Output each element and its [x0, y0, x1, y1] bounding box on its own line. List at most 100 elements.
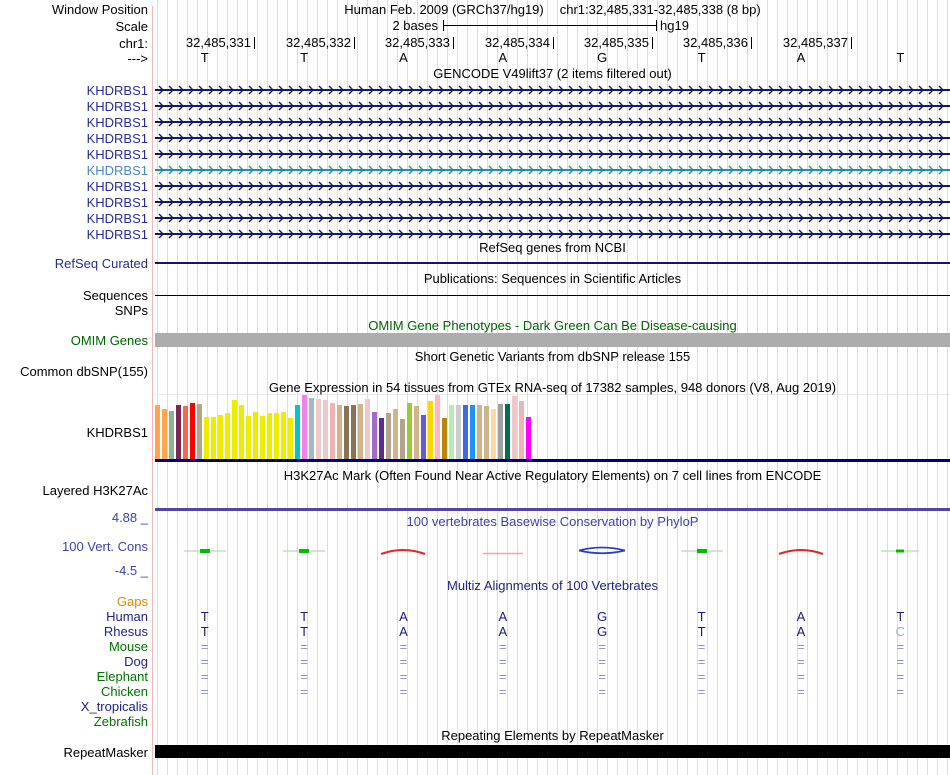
- multiz-species-label[interactable]: Mouse: [108, 639, 148, 654]
- phylop-track-label[interactable]: 100 Vert. Cons: [62, 539, 148, 554]
- gencode-transcript-row[interactable]: [155, 195, 950, 209]
- gridline: [467, 0, 468, 775]
- multiz-base-cell: C: [895, 624, 905, 639]
- coordinate-label: 32,485,335: [583, 35, 649, 50]
- gencode-gene-label[interactable]: KHDRBS1: [86, 227, 148, 242]
- gridline: [457, 0, 458, 775]
- gtex-tissue-bar: [421, 415, 426, 460]
- repeatmasker-element-bar[interactable]: [155, 745, 950, 758]
- gtex-tissue-bar: [442, 418, 447, 460]
- multiz-species-label[interactable]: Rhesus: [103, 624, 148, 639]
- gencode-gene-label[interactable]: KHDRBS1: [86, 99, 148, 114]
- gtex-tissue-bar: [526, 417, 531, 460]
- gencode-transcript-row[interactable]: [155, 131, 950, 145]
- multiz-gap-cell: =: [697, 669, 706, 684]
- gencode-transcript-row[interactable]: [155, 99, 950, 113]
- gridline: [527, 0, 528, 775]
- gencode-gene-label[interactable]: KHDRBS1: [86, 131, 148, 146]
- multiz-species-label[interactable]: Zebrafish: [93, 714, 148, 729]
- common-dbsnp-label[interactable]: Common dbSNP(155): [20, 364, 148, 379]
- gridline: [827, 0, 828, 775]
- multiz-gap-cell: =: [300, 669, 308, 684]
- refseq-curated-item[interactable]: [155, 262, 950, 264]
- multiz-species-label[interactable]: Elephant: [96, 669, 148, 684]
- gtex-tissue-bar: [183, 406, 188, 460]
- gridline: [807, 0, 808, 775]
- gencode-transcript-row[interactable]: [155, 227, 950, 241]
- gridline: [397, 0, 398, 775]
- multiz-gap-cell: =: [896, 669, 905, 684]
- gencode-transcript-row[interactable]: [155, 83, 950, 97]
- multiz-species-label[interactable]: X_tropicalis: [80, 699, 148, 714]
- multiz-gap-cell: =: [697, 639, 706, 654]
- repeatmasker-label[interactable]: RepeatMasker: [63, 745, 148, 760]
- scale-bar-line: [444, 25, 656, 26]
- gridline: [447, 0, 448, 775]
- repeatmasker-track-title: Repeating Elements by RepeatMasker: [441, 728, 664, 743]
- gridline: [937, 0, 938, 775]
- multiz-gap-cell: =: [499, 639, 507, 654]
- gtex-tissue-bar: [372, 412, 377, 460]
- gencode-gene-label[interactable]: KHDRBS1: [86, 195, 148, 210]
- sequences-label[interactable]: Sequences: [82, 288, 148, 303]
- multiz-gap-cell: =: [399, 654, 408, 669]
- gencode-gene-label[interactable]: KHDRBS1: [86, 163, 148, 178]
- multiz-base-cell: A: [796, 609, 806, 624]
- gridline: [347, 0, 348, 775]
- gridline: [687, 0, 688, 775]
- gridline: [717, 0, 718, 775]
- gencode-gene-label[interactable]: KHDRBS1: [86, 83, 148, 98]
- gridline: [797, 0, 798, 775]
- gridline: [747, 0, 748, 775]
- multiz-gap-cell: =: [399, 639, 408, 654]
- gtex-gene-label[interactable]: KHDRBS1: [86, 425, 148, 440]
- gridline: [597, 0, 598, 775]
- gridline: [867, 0, 868, 775]
- multiz-species-label[interactable]: Chicken: [101, 684, 148, 699]
- gridline: [277, 0, 278, 775]
- gtex-tissue-bar: [239, 405, 244, 460]
- gencode-transcript-row[interactable]: [155, 211, 950, 225]
- gridline: [887, 0, 888, 775]
- refseq-curated-label[interactable]: RefSeq Curated: [54, 256, 148, 271]
- gtex-tissue-bar: [407, 403, 412, 460]
- gencode-transcript-row[interactable]: [155, 147, 950, 161]
- coordinate-tick: [553, 37, 554, 49]
- gencode-gene-label[interactable]: KHDRBS1: [86, 211, 148, 226]
- multiz-species-label[interactable]: Human: [106, 609, 148, 624]
- multiz-gap-cell: =: [499, 684, 507, 699]
- multiz-base-cell: A: [399, 609, 408, 624]
- multiz-species-label[interactable]: Gaps: [116, 594, 148, 609]
- gtex-tissue-bar: [344, 406, 349, 460]
- multiz-gap-cell: =: [797, 639, 805, 654]
- gencode-transcript-row[interactable]: [155, 163, 950, 177]
- layered-h3k27ac-label[interactable]: Layered H3K27Ac: [42, 483, 148, 498]
- multiz-base-cell: T: [200, 609, 209, 624]
- gencode-transcript-row[interactable]: [155, 179, 950, 193]
- multiz-gap-cell: =: [797, 684, 805, 699]
- h3k27ac-signal-line[interactable]: [155, 508, 950, 511]
- multiz-base-cell: T: [697, 624, 706, 639]
- gencode-transcript-row[interactable]: [155, 115, 950, 129]
- sequences-item[interactable]: [155, 295, 950, 296]
- multiz-species-label[interactable]: Dog: [124, 654, 148, 669]
- gtex-tissue-bar: [498, 404, 503, 460]
- gridline: [187, 0, 188, 775]
- gencode-gene-label[interactable]: KHDRBS1: [86, 115, 148, 130]
- multiz-gap-cell: =: [598, 654, 606, 669]
- reference-base: A: [796, 50, 806, 65]
- gtex-tissue-bar: [281, 412, 286, 460]
- coordinate-label: 32,485,337: [782, 35, 848, 50]
- reference-base: T: [896, 50, 905, 65]
- gridline: [157, 0, 158, 775]
- gencode-gene-label[interactable]: KHDRBS1: [86, 179, 148, 194]
- multiz-base-cell: G: [597, 624, 608, 639]
- gtex-tissue-bar: [295, 405, 300, 460]
- gtex-tissue-bar: [428, 401, 433, 460]
- omim-genes-label[interactable]: OMIM Genes: [70, 333, 148, 348]
- gridline: [367, 0, 368, 775]
- gencode-gene-label[interactable]: KHDRBS1: [86, 147, 148, 162]
- publications-track-title: Publications: Sequences in Scientific Ar…: [423, 271, 682, 286]
- snps-label[interactable]: SNPs: [114, 303, 148, 318]
- omim-gene-bar[interactable]: [155, 333, 950, 347]
